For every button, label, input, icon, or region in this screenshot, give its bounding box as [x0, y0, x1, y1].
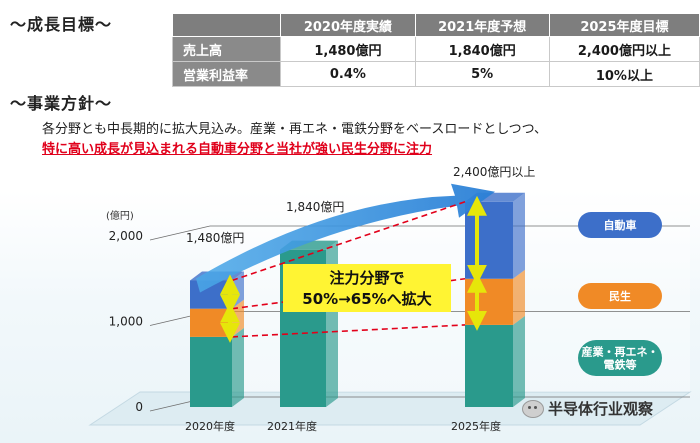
kpi-row-sales: 売上高 1,480億円 1,840億円 2,400億円以上	[171, 36, 700, 62]
bar-side	[513, 269, 525, 325]
bar-side	[513, 192, 525, 279]
category-label: 2021年度	[267, 419, 317, 433]
unit-label: (億円)	[106, 209, 134, 222]
category-labels: 2020年度 2021年度 2025年度	[185, 419, 501, 433]
kpi-header-2021: 2021年度予想	[414, 13, 550, 37]
legend-label: 電鉄等	[604, 358, 637, 372]
kpi-header-2025: 2025年度目標	[548, 13, 700, 37]
legend-pill	[578, 212, 662, 238]
bar-segment-consumer	[465, 278, 513, 325]
total-label: 2,400億円以上	[453, 165, 535, 179]
kpi-cell: 1,480億円	[280, 36, 416, 62]
bar-side	[232, 327, 244, 407]
legend-label: 産業・再エネ・	[582, 345, 659, 359]
kpi-cell: 2,400億円以上	[548, 36, 700, 62]
dashed-connector	[231, 201, 466, 282]
category-label: 2025年度	[451, 419, 501, 433]
policy-highlight-text: 特に高い成長が見込まれる自動車分野と当社が強い民生分野に注力	[42, 142, 433, 157]
kpi-table: 2020年度実績 2021年度予想 2025年度目標 売上高 1,480億円 1…	[171, 13, 700, 87]
legend-pill	[578, 340, 662, 376]
y-tick-label: 1,000	[109, 315, 143, 329]
bar-segment-industrial	[465, 324, 513, 407]
y-tick-label: 0	[135, 400, 143, 414]
wechat-icon	[522, 399, 544, 418]
kpi-cell: 5%	[414, 61, 550, 87]
legend-pill	[578, 283, 662, 309]
legend-label: 民生	[609, 289, 631, 303]
total-label: 1,480億円	[186, 231, 244, 245]
legend-label: 自動車	[604, 218, 637, 232]
kpi-header-blank	[171, 13, 282, 37]
y-ticks: 0 1,000 2,000	[109, 229, 143, 414]
callout-box	[283, 264, 451, 312]
growth-arrow	[196, 183, 495, 293]
business-policy-title: ～事業方針～	[10, 94, 113, 113]
callout-line: 50%→65%へ拡大	[302, 290, 431, 308]
y-tick-label: 2,000	[109, 229, 143, 243]
kpi-header-row: 2020年度実績 2021年度予想 2025年度目標	[171, 13, 700, 37]
watermark-text: 半导体行业观察	[548, 400, 654, 418]
kpi-row-margin: 営業利益率 0.4% 5% 10%以上	[171, 61, 700, 87]
category-label: 2020年度	[185, 419, 235, 433]
kpi-cell: 1,840億円	[414, 36, 550, 62]
callout-line: 注力分野で	[329, 269, 404, 287]
kpi-row-label: 営業利益率	[171, 61, 282, 87]
total-label: 1,840億円	[286, 200, 344, 214]
bar-segment-automotive	[465, 201, 513, 279]
kpi-cell: 0.4%	[280, 61, 416, 87]
bar-segment-consumer	[190, 308, 232, 337]
gridline	[149, 225, 211, 241]
growth-target-title: ～成長目標～	[10, 15, 113, 34]
kpi-cell: 10%以上	[548, 61, 700, 87]
bar-side	[513, 315, 525, 407]
kpi-header-2020: 2020年度実績	[280, 13, 416, 37]
watermark: 半导体行业观察	[522, 398, 653, 419]
kpi-row-label: 売上高	[171, 36, 282, 62]
dashed-connector	[231, 324, 466, 338]
policy-text: 各分野とも中長期的に拡大見込み。産業・再エネ・電鉄分野をベースロードとしつつ、	[42, 122, 548, 137]
bar-segment-industrial	[190, 336, 232, 407]
